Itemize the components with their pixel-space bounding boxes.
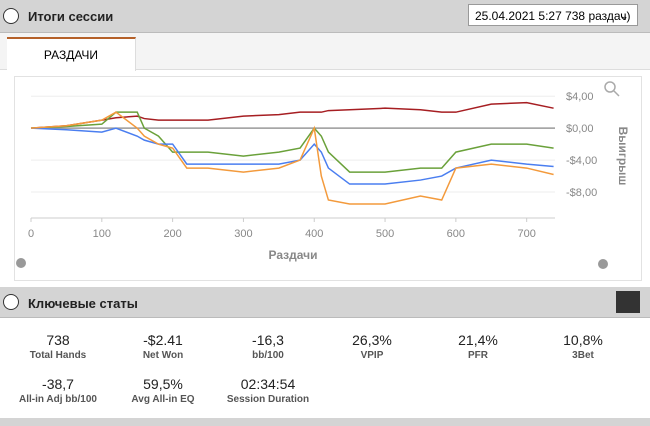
stat-value: -$2.41: [143, 332, 183, 348]
dropdown-arrow: ⌄: [618, 9, 629, 23]
stat-value: -16,3: [252, 332, 284, 348]
stat-label: bb/100: [252, 350, 284, 361]
stat: -16,3 bb/100: [213, 332, 323, 361]
stats-header: Ключевые статы: [0, 287, 650, 318]
stat-label: PFR: [468, 350, 488, 361]
stat-value: 10,8%: [563, 332, 603, 348]
stat-label: 3Bet: [572, 350, 594, 361]
stat-value: 738: [46, 332, 70, 348]
collapse-button[interactable]: [3, 8, 19, 24]
session-dropdown[interactable]: 25.04.2021 5:27 738 раздач) ⌄: [468, 4, 638, 26]
stat-label: Session Duration: [226, 394, 310, 405]
stat: 21,4% PFR: [423, 332, 533, 361]
stat-label: Net Won: [142, 350, 184, 361]
layout-button[interactable]: [616, 291, 640, 313]
stat-value: 02:34:54: [240, 376, 296, 392]
collapse-button[interactable]: [3, 294, 19, 310]
stat-label: All-in Adj bb/100: [19, 394, 97, 405]
stat-value: 59,5%: [143, 376, 183, 392]
stat: 10,8% 3Bet: [528, 332, 638, 361]
stat-label: VPIP: [360, 350, 384, 361]
stat: 59,5% Avg All-in EQ: [108, 376, 218, 405]
stat: 26,3% VPIP: [317, 332, 427, 361]
stat: 02:34:54 Session Duration: [213, 376, 323, 405]
session-text: 25.04.2021 5:27 738 раздач): [475, 9, 631, 23]
stat-value: -38,7: [42, 376, 74, 392]
stat-value: 21,4%: [458, 332, 498, 348]
stat: -38,7 All-in Adj bb/100: [3, 376, 113, 405]
stat-value: 26,3%: [352, 332, 392, 348]
stat-label: Total Hands: [29, 350, 87, 361]
stat: 738 Total Hands: [3, 332, 113, 361]
stat-label: Avg All-in EQ: [131, 394, 195, 405]
section-title: Итоги сессии: [28, 9, 114, 24]
section-title: Ключевые статы: [28, 296, 138, 311]
footer-bar: [0, 418, 650, 426]
tab[interactable]: РАЗДАЧИ: [7, 37, 136, 71]
session-header: Итоги сессии 25.04.2021 5:27 738 раздач)…: [0, 0, 650, 33]
stat: -$2.41 Net Won: [108, 332, 218, 361]
chart-frame: [14, 76, 642, 281]
